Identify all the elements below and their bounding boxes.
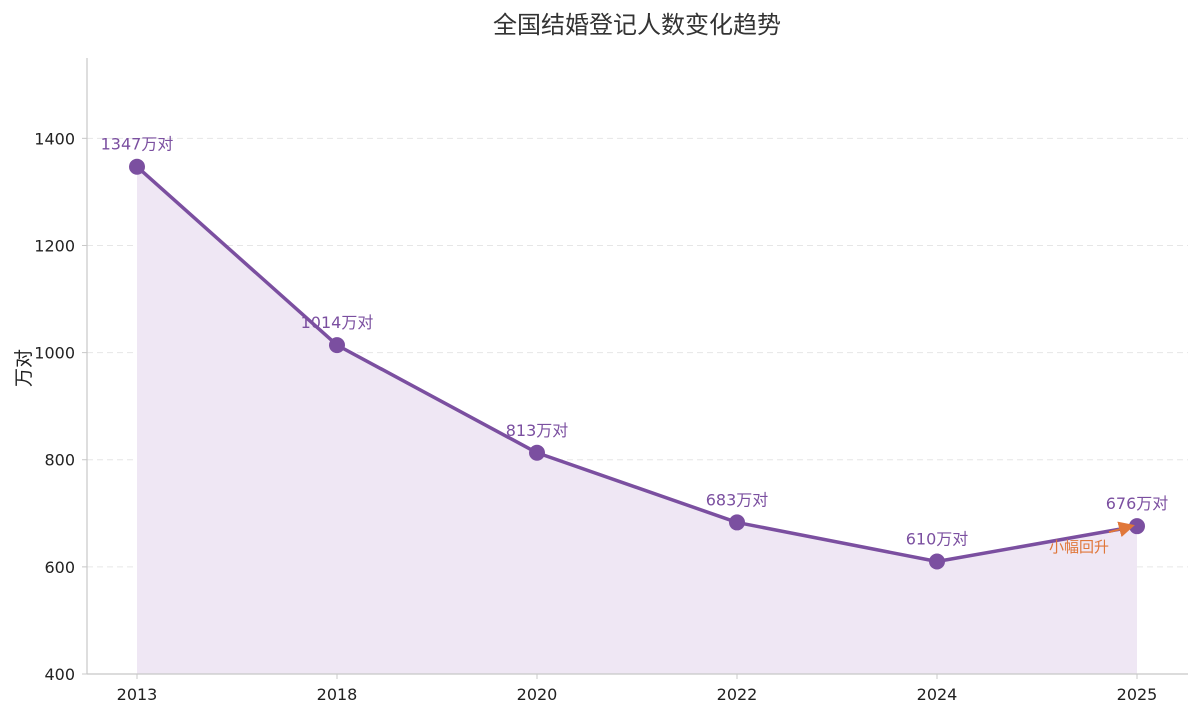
x-tick-label: 2025 [1117,685,1158,704]
annotation-arrow [1108,521,1135,538]
axes: 400 600 800 1000 1200 1400 2013 2018 2020 2022 202… [34,58,1188,704]
annotations: 小幅回升 [1049,521,1135,556]
series-line-layer [135,164,1139,564]
x-tick-label: 2013 [117,685,158,704]
y-tick-label: 600 [44,558,75,577]
y-tick-label: 1000 [34,344,75,363]
data-point [929,553,945,570]
x-tick-label: 2018 [317,685,358,704]
data-label: 1014万对 [301,313,374,332]
data-label: 610万对 [906,530,969,549]
annotation-label: 小幅回升 [1049,538,1109,556]
y-tick-label: 800 [44,451,75,470]
x-tick-label: 2020 [517,685,558,704]
x-tick-label: 2024 [917,685,958,704]
area-fill-layer [137,166,1137,674]
data-labels: 1347万对 1014万对 813万对 683万对 610万对 676万对 [101,135,1169,549]
x-tick-label: 2022 [717,685,758,704]
data-label: 1347万对 [101,135,174,154]
data-point [1129,518,1145,535]
data-point [729,514,745,531]
area-fill [137,166,1137,674]
data-label: 676万对 [1106,494,1169,513]
y-tick-label: 400 [44,665,75,684]
y-axis-label: 万对 [13,349,35,387]
data-label: 813万对 [506,421,569,440]
y-tick-label: 1200 [34,236,75,255]
series-line [135,164,1139,564]
data-point [529,444,545,461]
data-point [129,158,145,175]
data-label: 683万对 [706,490,769,509]
y-tick-label: 1400 [34,129,75,148]
data-points [129,158,1145,570]
data-point [329,337,345,354]
chart-title: 全国结婚登记人数变化趋势 [493,11,781,39]
